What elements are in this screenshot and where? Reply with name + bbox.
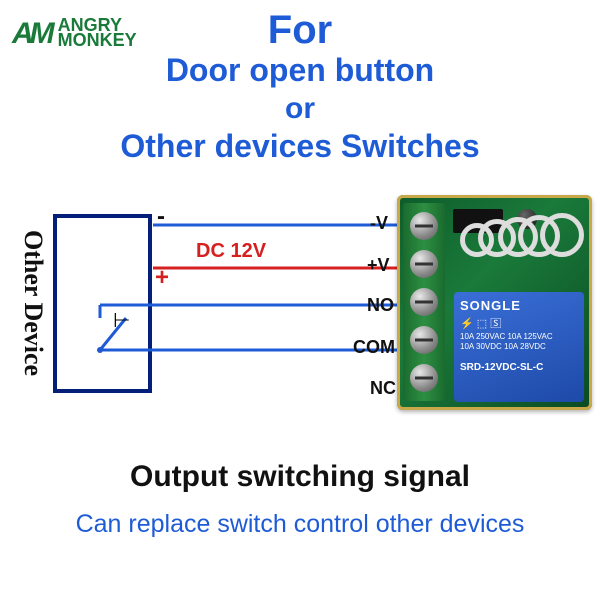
screw-terminal [410, 212, 438, 240]
dc-voltage-label: DC 12V [196, 240, 266, 263]
output-signal-label: Output switching signal [0, 460, 600, 494]
relay-spec2: 10A 30VDC 10A 28VDC [460, 342, 578, 352]
screw-terminal-block [403, 203, 445, 401]
screw-terminal [410, 288, 438, 316]
relay-module-pcb: SONGLE ⚡ ⬚ 🅂 10A 250VAC 10A 125VAC 10A 3… [397, 195, 592, 410]
relay-model: SRD-12VDC-SL-C [460, 362, 578, 375]
heading-line1: Door open button [0, 52, 600, 89]
heading-line3: Other devices Switches [0, 128, 600, 165]
switch-contact-icon: ⊢ [113, 308, 130, 333]
relay-spec1: 10A 250VAC 10A 125VAC [460, 332, 578, 342]
terminal-plus-v: +V [367, 255, 390, 276]
other-device-label: Other Device [18, 230, 48, 376]
heading-for: For [0, 8, 600, 53]
relay-brand: SONGLE [460, 298, 578, 314]
screw-terminal [410, 364, 438, 392]
minus-label: - [157, 203, 165, 231]
screw-terminal [410, 326, 438, 354]
relay-marks: ⚡ ⬚ 🅂 [460, 318, 578, 332]
replace-switch-label: Can replace switch control other devices [0, 510, 600, 539]
plus-label: + [155, 264, 169, 292]
terminal-minus-v: -V [370, 213, 388, 234]
antenna-coil [460, 205, 590, 275]
terminal-no: NO [367, 295, 394, 316]
terminal-nc: NC [370, 378, 396, 399]
terminal-com: COM [353, 337, 395, 358]
screw-terminal [410, 250, 438, 278]
heading-line2: or [0, 92, 600, 126]
relay-component: SONGLE ⚡ ⬚ 🅂 10A 250VAC 10A 125VAC 10A 3… [454, 292, 584, 402]
